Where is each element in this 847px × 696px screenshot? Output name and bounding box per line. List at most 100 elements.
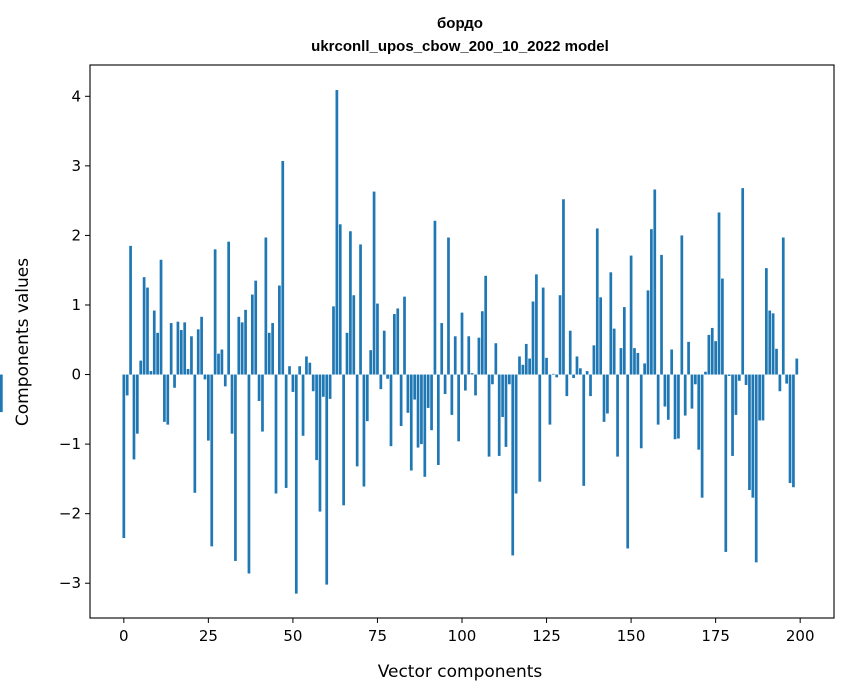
- bar-44: [271, 323, 274, 375]
- bar-140: [595, 228, 599, 375]
- bar-31: [227, 241, 231, 375]
- bar-178: [724, 374, 728, 552]
- bar-133: [572, 374, 575, 379]
- x-axis-label: Vector components: [378, 662, 543, 682]
- bar-142: [602, 374, 606, 422]
- bar-70: [359, 244, 362, 375]
- bar-27: [213, 249, 217, 375]
- bar-61: [328, 374, 332, 399]
- bar-46: [278, 285, 281, 375]
- x-axis-ticks: 0 25 50 75 100 125 150 175 200: [119, 618, 815, 645]
- bar-122: [535, 274, 538, 375]
- bar-199: [795, 358, 799, 375]
- bar-99: [457, 374, 460, 442]
- bar-176: [717, 212, 721, 375]
- bar-146: [616, 374, 619, 457]
- bar-39: [254, 280, 258, 375]
- bar-174: [710, 327, 714, 375]
- bar-107: [484, 275, 488, 375]
- bar-100: [460, 312, 464, 375]
- bar-84: [406, 374, 410, 413]
- bar-83: [403, 296, 406, 375]
- bar-93: [436, 374, 440, 465]
- bar-113: [504, 374, 508, 447]
- y-tick-label: −2: [59, 505, 81, 523]
- bar-132: [568, 330, 572, 375]
- bar-26: [210, 374, 214, 547]
- bar-82: [399, 374, 403, 427]
- bar-36: [244, 309, 247, 375]
- bar-145: [612, 328, 616, 375]
- bar-90: [426, 374, 430, 408]
- bar-144: [609, 272, 613, 375]
- bar-34: [237, 316, 241, 375]
- bar-163: [673, 374, 677, 440]
- bar-119: [524, 343, 528, 375]
- bar-45: [274, 374, 278, 494]
- chart-title: бордо: [437, 15, 483, 32]
- bar-159: [660, 254, 663, 375]
- bar-135: [579, 368, 582, 375]
- x-tick-label: 125: [532, 627, 561, 645]
- bar-91: [430, 374, 433, 431]
- y-tick-label: 3: [71, 157, 81, 175]
- bar-153: [639, 374, 643, 449]
- bar-75: [376, 303, 379, 375]
- bar-14: [169, 323, 173, 375]
- bar-112: [501, 374, 504, 417]
- bar-188: [758, 374, 761, 421]
- bar-139: [592, 345, 596, 375]
- bar-182: [737, 374, 741, 381]
- x-tick-label: 50: [283, 627, 302, 645]
- bar-87: [416, 374, 420, 448]
- bar-190: [765, 268, 768, 375]
- bar-177: [721, 278, 724, 375]
- bar-25: [207, 374, 210, 441]
- bar-78: [386, 374, 389, 379]
- bar-149: [626, 374, 630, 549]
- bar-6: [142, 277, 146, 375]
- bar-129: [558, 295, 562, 375]
- bar-50: [291, 374, 295, 392]
- bar-124: [541, 287, 545, 375]
- bar-98: [453, 336, 457, 375]
- plot-frame: [89, 64, 835, 619]
- bar-54: [305, 356, 308, 375]
- bar-30: [223, 374, 227, 387]
- bar-33: [234, 374, 237, 561]
- bar-117: [518, 356, 521, 375]
- bar-17: [179, 330, 183, 375]
- bar-10: [156, 332, 159, 375]
- bar-128: [555, 374, 559, 378]
- bar-168: [690, 374, 694, 409]
- bar-185: [748, 374, 751, 491]
- x-tick-label: 150: [617, 627, 646, 645]
- bar-66: [345, 332, 349, 375]
- bar-193: [775, 348, 778, 375]
- y-tick-label: −3: [59, 574, 81, 592]
- bar-56: [311, 374, 315, 392]
- y-tick-label: −1: [59, 435, 81, 453]
- bar-13: [166, 374, 170, 425]
- bar-96: [447, 237, 450, 375]
- chart-subtitle: ukrconll_upos_cbow_200_10_2022 model: [311, 38, 609, 55]
- bar-57: [315, 374, 318, 461]
- bar-59: [321, 374, 325, 397]
- bar-47: [281, 160, 285, 375]
- bar-150: [629, 255, 633, 375]
- bar-171: [700, 374, 704, 498]
- bar-undefined: [0, 374, 3, 413]
- bar-52: [298, 366, 302, 375]
- bar-76: [379, 374, 383, 390]
- x-tick-label: 200: [786, 627, 815, 645]
- bar-3: [132, 374, 136, 460]
- bar-187: [754, 374, 758, 563]
- bar-136: [582, 374, 586, 486]
- bar-65: [342, 374, 345, 506]
- bar-147: [619, 348, 623, 375]
- x-tick-label: 100: [448, 627, 477, 645]
- bar-104: [474, 374, 477, 396]
- bar-16: [176, 321, 180, 375]
- bar-20: [190, 336, 193, 375]
- bar-173: [707, 334, 711, 375]
